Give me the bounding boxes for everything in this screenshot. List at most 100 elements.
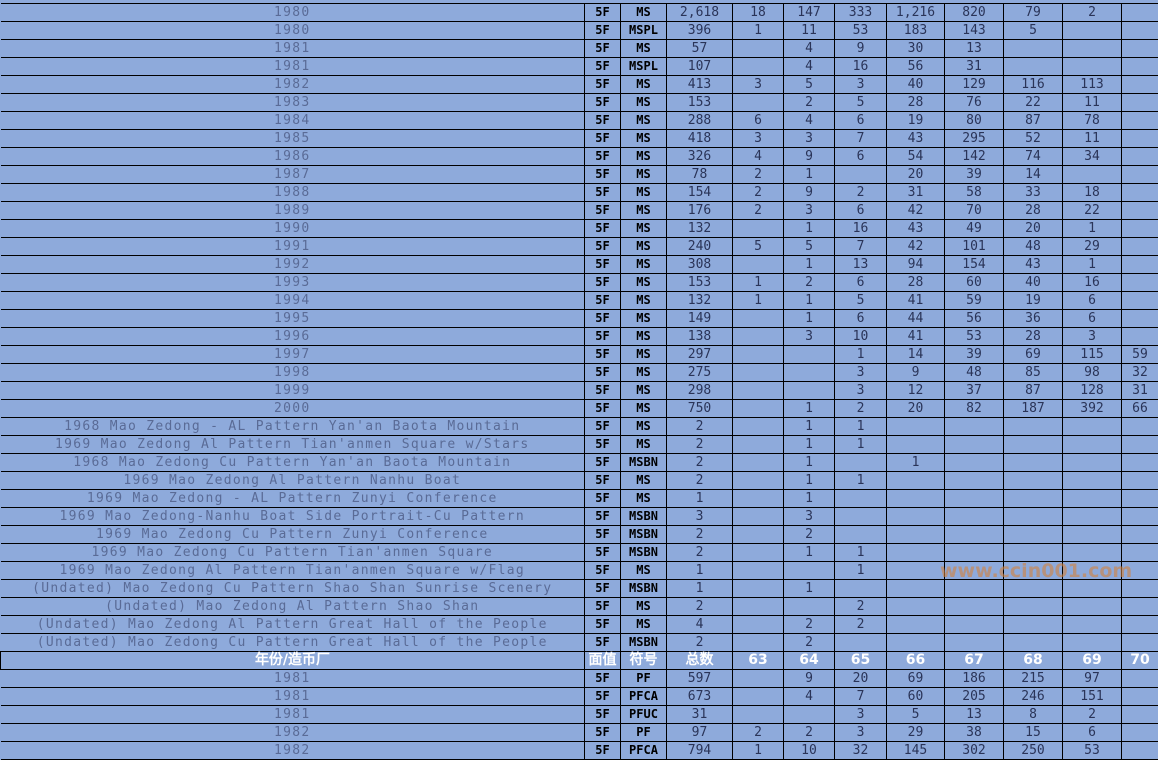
cell-63[interactable]: 3 <box>732 75 784 94</box>
cell-year-mint[interactable]: 1969 Mao Zedong Al Pattern Nanhu Boat <box>0 471 585 490</box>
cell-66[interactable]: 19 <box>886 111 945 130</box>
cell-67[interactable]: 154 <box>944 255 1004 274</box>
cell-total[interactable]: 1 <box>666 489 733 508</box>
cell-grade-symbol[interactable]: MS <box>620 165 667 184</box>
cell-68[interactable] <box>1003 417 1063 436</box>
cell-70[interactable] <box>1121 435 1158 454</box>
cell-64[interactable]: 2 <box>783 93 835 112</box>
cell-69[interactable]: 128 <box>1062 381 1122 400</box>
cell-denomination[interactable]: 5F <box>584 561 621 580</box>
cell-66[interactable] <box>886 543 945 562</box>
cell-65[interactable]: 3 <box>834 705 887 724</box>
cell-year-mint[interactable]: 1969 Mao Zedong Al Pattern Tian'anmen Sq… <box>0 561 585 580</box>
cell-64[interactable]: 1 <box>783 255 835 274</box>
cell-70[interactable] <box>1121 111 1158 130</box>
cell-66[interactable]: 28 <box>886 273 945 292</box>
cell-64[interactable]: 9 <box>783 669 835 688</box>
cell-67[interactable] <box>944 453 1004 472</box>
cell-66[interactable]: 28 <box>886 93 945 112</box>
cell-66[interactable]: 43 <box>886 129 945 148</box>
column-header-69[interactable]: 69 <box>1062 651 1122 670</box>
cell-65[interactable]: 6 <box>834 273 887 292</box>
cell-69[interactable]: 11 <box>1062 93 1122 112</box>
cell-grade-symbol[interactable]: MS <box>620 111 667 130</box>
cell-denomination[interactable]: 5F <box>584 435 621 454</box>
cell-denomination[interactable]: 5F <box>584 237 621 256</box>
cell-grade-symbol[interactable]: MSBN <box>620 453 667 472</box>
cell-63[interactable] <box>732 435 784 454</box>
cell-69[interactable] <box>1062 597 1122 616</box>
cell-69[interactable] <box>1062 21 1122 40</box>
cell-68[interactable]: 79 <box>1003 3 1063 22</box>
cell-denomination[interactable]: 5F <box>584 273 621 292</box>
cell-67[interactable]: 143 <box>944 21 1004 40</box>
cell-total[interactable]: 4 <box>666 615 733 634</box>
cell-63[interactable] <box>732 705 784 724</box>
cell-69[interactable]: 29 <box>1062 237 1122 256</box>
cell-65[interactable]: 2 <box>834 597 887 616</box>
cell-67[interactable]: 70 <box>944 201 1004 220</box>
cell-70[interactable] <box>1121 309 1158 328</box>
cell-66[interactable] <box>886 489 945 508</box>
cell-year-mint[interactable]: 1987 <box>0 165 585 184</box>
cell-68[interactable]: 187 <box>1003 399 1063 418</box>
cell-67[interactable]: 205 <box>944 687 1004 706</box>
cell-63[interactable] <box>732 399 784 418</box>
cell-68[interactable]: 5 <box>1003 21 1063 40</box>
cell-total[interactable]: 3 <box>666 507 733 526</box>
cell-63[interactable] <box>732 525 784 544</box>
cell-64[interactable]: 3 <box>783 201 835 220</box>
cell-63[interactable] <box>732 345 784 364</box>
cell-64[interactable]: 10 <box>783 741 835 760</box>
cell-67[interactable] <box>944 489 1004 508</box>
cell-64[interactable]: 9 <box>783 147 835 166</box>
cell-denomination[interactable]: 5F <box>584 309 621 328</box>
cell-66[interactable]: 5 <box>886 705 945 724</box>
cell-70[interactable] <box>1121 507 1158 526</box>
cell-66[interactable] <box>886 435 945 454</box>
cell-denomination[interactable]: 5F <box>584 111 621 130</box>
cell-64[interactable]: 1 <box>783 543 835 562</box>
cell-64[interactable] <box>783 363 835 382</box>
cell-65[interactable] <box>834 525 887 544</box>
cell-66[interactable] <box>886 525 945 544</box>
cell-total[interactable]: 326 <box>666 147 733 166</box>
cell-65[interactable]: 6 <box>834 111 887 130</box>
cell-year-mint[interactable]: 1969 Mao Zedong Cu Pattern Zunyi Confere… <box>0 525 585 544</box>
cell-denomination[interactable]: 5F <box>584 579 621 598</box>
cell-65[interactable]: 6 <box>834 201 887 220</box>
cell-68[interactable]: 52 <box>1003 129 1063 148</box>
cell-63[interactable] <box>732 597 784 616</box>
cell-69[interactable] <box>1062 579 1122 598</box>
cell-69[interactable]: 3 <box>1062 327 1122 346</box>
cell-64[interactable]: 1 <box>783 291 835 310</box>
cell-denomination[interactable]: 5F <box>584 57 621 76</box>
cell-67[interactable] <box>944 579 1004 598</box>
cell-68[interactable] <box>1003 579 1063 598</box>
cell-63[interactable]: 1 <box>732 741 784 760</box>
cell-total[interactable]: 308 <box>666 255 733 274</box>
cell-66[interactable]: 20 <box>886 165 945 184</box>
cell-year-mint[interactable]: 1969 Mao Zedong Cu Pattern Tian'anmen Sq… <box>0 543 585 562</box>
cell-total[interactable]: 1 <box>666 579 733 598</box>
cell-66[interactable]: 14 <box>886 345 945 364</box>
cell-66[interactable]: 60 <box>886 687 945 706</box>
cell-year-mint[interactable]: 2000 <box>0 399 585 418</box>
cell-year-mint[interactable]: 1983 <box>0 93 585 112</box>
cell-63[interactable] <box>732 255 784 274</box>
cell-67[interactable] <box>944 435 1004 454</box>
cell-64[interactable]: 1 <box>783 453 835 472</box>
cell-denomination[interactable]: 5F <box>584 147 621 166</box>
cell-70[interactable] <box>1121 453 1158 472</box>
cell-grade-symbol[interactable]: MS <box>620 75 667 94</box>
cell-69[interactable]: 97 <box>1062 669 1122 688</box>
cell-68[interactable] <box>1003 57 1063 76</box>
cell-65[interactable]: 53 <box>834 21 887 40</box>
cell-68[interactable]: 22 <box>1003 93 1063 112</box>
cell-total[interactable]: 794 <box>666 741 733 760</box>
cell-65[interactable]: 6 <box>834 309 887 328</box>
cell-denomination[interactable]: 5F <box>584 3 621 22</box>
cell-70[interactable] <box>1121 705 1158 724</box>
cell-64[interactable]: 1 <box>783 399 835 418</box>
cell-70[interactable] <box>1121 237 1158 256</box>
